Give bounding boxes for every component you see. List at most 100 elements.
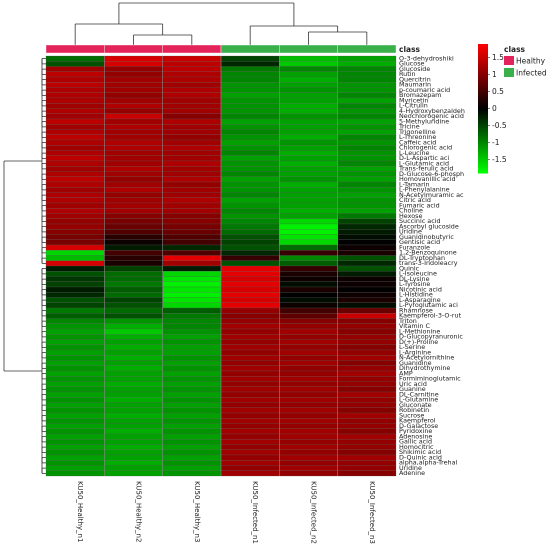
heatmap-cell <box>279 97 338 104</box>
heatmap-cell <box>45 454 105 461</box>
heatmap-cell <box>104 124 163 130</box>
heatmap-cell <box>162 318 222 324</box>
heatmap-cell <box>220 87 280 93</box>
heatmap-cell <box>337 71 397 78</box>
heatmap-cell <box>104 197 163 204</box>
row-label: N-Acetylornithine <box>399 354 454 362</box>
color-scale-swatch <box>478 46 488 49</box>
heatmap-cell <box>45 444 105 450</box>
heatmap-cell <box>45 197 105 204</box>
heatmap-cell <box>279 82 338 88</box>
heatmap-cell <box>279 428 338 435</box>
row-label: Kaempferol <box>399 417 436 425</box>
row-label: L-Asparagine <box>399 296 441 304</box>
heatmap-cell <box>337 192 397 198</box>
heatmap-cell <box>162 323 222 330</box>
heatmap-cell <box>220 402 280 408</box>
heatmap-cell <box>220 155 280 162</box>
heatmap-cell <box>162 260 222 267</box>
heatmap-cell <box>279 155 338 162</box>
heatmap-cell <box>220 208 280 214</box>
heatmap-cell <box>45 239 105 246</box>
heatmap-cell <box>104 71 163 78</box>
class-bar-cell <box>162 44 222 54</box>
heatmap-cell <box>279 124 338 130</box>
color-scale-tick-label: -0.5 <box>492 121 507 130</box>
heatmap-cell <box>337 271 397 277</box>
heatmap-cell <box>104 344 163 351</box>
row-label: Quinic <box>399 264 420 272</box>
heatmap-cell <box>162 192 222 198</box>
heatmap-cell <box>220 439 280 445</box>
heatmap-cell <box>104 229 163 235</box>
heatmap-cell <box>337 465 397 471</box>
row-label: Ascorbyl glucoside <box>399 222 459 230</box>
heatmap-cell <box>279 197 338 204</box>
row-label: Choline <box>399 207 423 215</box>
heatmap-cell <box>279 66 338 72</box>
heatmap-cell <box>279 187 338 193</box>
heatmap-cell <box>337 334 397 340</box>
row-label: L-Histidine <box>399 291 433 299</box>
heatmap-cell <box>162 166 222 172</box>
heatmap-cell <box>220 313 280 319</box>
heatmap-cell <box>45 418 105 424</box>
heatmap-cell <box>45 202 105 209</box>
heatmap-cell <box>279 260 338 267</box>
color-scale-swatch <box>478 110 488 114</box>
row-label: Nicotinic acid <box>399 285 442 293</box>
heatmap-cell <box>104 97 163 104</box>
class-legend-swatch <box>504 68 514 77</box>
color-scale-swatch <box>478 168 488 172</box>
heatmap-cell <box>337 129 397 135</box>
heatmap-cell <box>279 160 338 167</box>
heatmap-cell <box>162 370 222 377</box>
heatmap-cell <box>104 129 163 135</box>
heatmap-cell <box>104 134 163 141</box>
class-legend-swatch <box>504 56 514 65</box>
color-scale-swatch <box>478 67 488 71</box>
row-label: D-Galactose <box>399 422 438 430</box>
heatmap-cell <box>104 82 163 88</box>
heatmap-cell <box>337 229 397 235</box>
row-label: L-Threonine <box>399 133 436 141</box>
heatmap-cell <box>220 370 280 377</box>
heatmap-cell <box>45 176 105 183</box>
heatmap-cell <box>45 192 105 198</box>
heatmap-cell <box>220 97 280 104</box>
heatmap-cell <box>220 328 280 335</box>
row-label: Adenine <box>399 469 425 477</box>
heatmap-cell <box>104 260 163 267</box>
heatmap-cell <box>220 281 280 288</box>
color-scale-swatch <box>478 102 488 105</box>
heatmap-cell <box>337 239 397 246</box>
heatmap-cell <box>104 360 163 366</box>
heatmap-cell <box>220 276 280 282</box>
heatmap-cell <box>220 197 280 204</box>
color-scale-swatch <box>478 99 488 103</box>
heatmap-cell <box>279 454 338 461</box>
heatmap-cell <box>104 176 163 183</box>
row-label: L-Glutamic acid <box>399 159 449 167</box>
color-scale-swatch <box>478 142 488 146</box>
row-label: L-Arginine <box>399 348 431 356</box>
heatmap-cell <box>162 61 222 67</box>
heatmap-cell <box>220 202 280 209</box>
heatmap-cell <box>337 171 397 177</box>
heatmap-cell <box>162 307 222 314</box>
heatmap-cell <box>279 218 338 225</box>
heatmap-cell <box>279 423 338 429</box>
color-scale-swatch <box>478 65 488 69</box>
row-label: Quercitrin <box>399 75 431 83</box>
row-label: Gentisic acid <box>399 238 440 246</box>
heatmap-cell <box>45 423 105 429</box>
heatmap-cell <box>45 349 105 356</box>
heatmap-cell <box>279 402 338 408</box>
row-label: Trans-ferulic acid <box>398 165 453 173</box>
heatmap-cell <box>104 234 163 240</box>
heatmap-cell <box>162 197 222 204</box>
row-label: Rutin <box>399 70 416 78</box>
heatmap-cell <box>45 66 105 72</box>
heatmap-cell <box>220 218 280 225</box>
row-label: Bromazepam <box>399 91 441 99</box>
